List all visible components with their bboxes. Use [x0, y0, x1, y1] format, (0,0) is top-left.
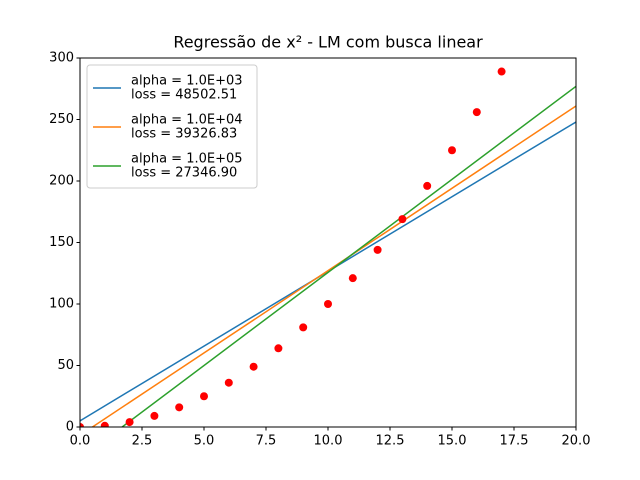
chart-title: Regressão de x² - LM com busca linear: [173, 33, 483, 52]
x-tick-label: 0.0: [70, 434, 91, 449]
data-point: [80, 423, 84, 427]
x-tick-label: 10.0: [314, 434, 343, 449]
y-tick-label: 0: [66, 420, 74, 435]
data-point: [224, 378, 233, 387]
regression-line: [120, 85, 576, 427]
x-tick-label: 5.0: [194, 434, 215, 449]
legend-label: alpha = 1.0E+04: [131, 113, 243, 128]
data-point: [249, 362, 258, 371]
x-tick-label: 12.5: [376, 434, 405, 449]
data-point: [150, 411, 159, 420]
data-point: [200, 392, 208, 401]
data-point: [448, 146, 456, 155]
y-tick-label: 100: [49, 297, 74, 312]
x-tick-label: 2.5: [132, 434, 153, 449]
y-tick-label: 300: [49, 51, 74, 66]
y-tick-label: 200: [49, 174, 74, 189]
data-point: [299, 323, 308, 332]
y-tick-label: 250: [49, 112, 74, 127]
data-point: [125, 418, 134, 427]
data-point: [274, 344, 283, 353]
x-tick-label: 17.5: [500, 434, 529, 449]
data-point: [175, 403, 184, 412]
data-point: [472, 108, 481, 117]
regression-line: [91, 105, 576, 427]
data-point: [497, 67, 506, 76]
legend-label: loss = 39326.83: [131, 127, 237, 142]
plot-area: [80, 67, 576, 427]
legend-label: loss = 27346.90: [131, 166, 237, 181]
data-point: [100, 421, 109, 427]
data-point: [398, 215, 407, 224]
x-tick-label: 7.5: [256, 434, 277, 449]
legend-label: loss = 48502.51: [131, 88, 237, 103]
y-tick-label: 50: [57, 358, 74, 373]
y-tick-label: 150: [49, 235, 74, 250]
legend-label: alpha = 1.0E+03: [131, 74, 243, 89]
data-point: [373, 245, 382, 254]
data-point: [324, 300, 332, 308]
x-tick-label: 15.0: [438, 434, 467, 449]
legend-label: alpha = 1.0E+05: [131, 152, 243, 167]
legend-box: [86, 64, 258, 189]
x-tick-label: 20.0: [562, 434, 591, 449]
data-point: [423, 181, 432, 190]
data-point: [348, 274, 357, 283]
